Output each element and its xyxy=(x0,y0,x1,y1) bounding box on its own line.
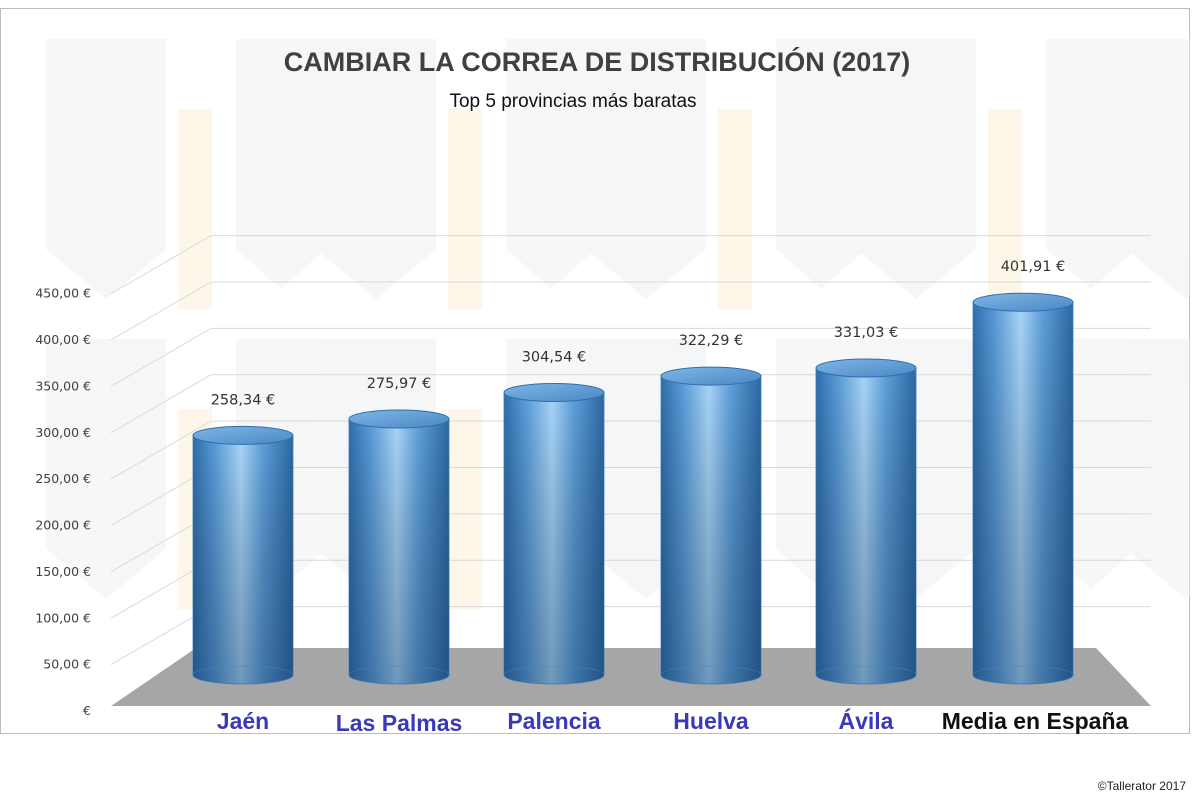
category-label: Las Palmas xyxy=(336,710,463,735)
data-label: 331,03 € xyxy=(834,325,899,341)
watermark-shield xyxy=(316,39,596,309)
gridline-depth xyxy=(110,420,212,480)
gridline-depth xyxy=(110,235,212,295)
data-label: 401,91 € xyxy=(1001,259,1066,275)
y-tick-label: 100,00 € xyxy=(35,610,91,625)
chart-bars xyxy=(192,292,1074,685)
watermark-shield xyxy=(46,39,326,309)
bar xyxy=(348,409,450,685)
watermark-shield xyxy=(1126,39,1191,299)
bar xyxy=(660,366,762,685)
bar xyxy=(192,425,294,685)
gridline-depth xyxy=(110,374,212,434)
data-label: 304,54 € xyxy=(522,350,587,366)
y-tick-label: € xyxy=(83,703,91,718)
copyright-text: ©Tallerator 2017 xyxy=(1097,779,1186,793)
watermark-shield xyxy=(586,39,866,309)
chart-svg: €50,00 € 100,00 € 150,00 € 200,00 € 250,00 €… xyxy=(35,39,1191,735)
category-label: Palencia xyxy=(507,708,601,734)
category-label: Media en España xyxy=(942,708,1129,734)
data-labels: 258,34 € 275,97 € 304,54 € 322,29 € 331,03 €… xyxy=(211,259,1066,408)
chart-title: CAMBIAR LA CORREA DE DISTRIBUCIÓN (2017) xyxy=(284,46,911,77)
category-label: Jaén xyxy=(217,708,269,734)
category-label: Huelva xyxy=(673,708,749,734)
y-tick-label: 450,00 € xyxy=(35,286,91,301)
y-tick-label: 400,00 € xyxy=(35,332,91,347)
gridline-depth xyxy=(110,327,212,387)
data-label: 275,97 € xyxy=(367,376,432,392)
gridline-depth xyxy=(110,281,212,341)
chart-frame: €50,00 € 100,00 € 150,00 € 200,00 € 250,00 €… xyxy=(0,8,1191,735)
chart-subtitle: Top 5 provincias más baratas xyxy=(449,91,696,112)
bar xyxy=(815,358,917,685)
y-axis: €50,00 € 100,00 € 150,00 € 200,00 € 250,00 €… xyxy=(35,286,91,718)
category-label: Ávila xyxy=(839,707,894,734)
y-tick-label: 200,00 € xyxy=(35,518,91,533)
y-tick-label: 300,00 € xyxy=(35,425,91,440)
y-tick-label: 250,00 € xyxy=(35,471,91,486)
bar xyxy=(503,383,605,685)
data-label: 322,29 € xyxy=(679,333,744,349)
watermark-shield xyxy=(1126,339,1191,599)
watermark-shield xyxy=(856,39,1136,309)
y-tick-label: 350,00 € xyxy=(35,378,91,393)
y-tick-label: 150,00 € xyxy=(35,564,91,579)
bar xyxy=(972,292,1074,685)
data-label: 258,34 € xyxy=(211,392,276,408)
x-axis: Jaén Las Palmas Palencia Huelva Ávila Media e… xyxy=(217,707,1129,735)
y-tick-label: 50,00 € xyxy=(43,657,91,672)
